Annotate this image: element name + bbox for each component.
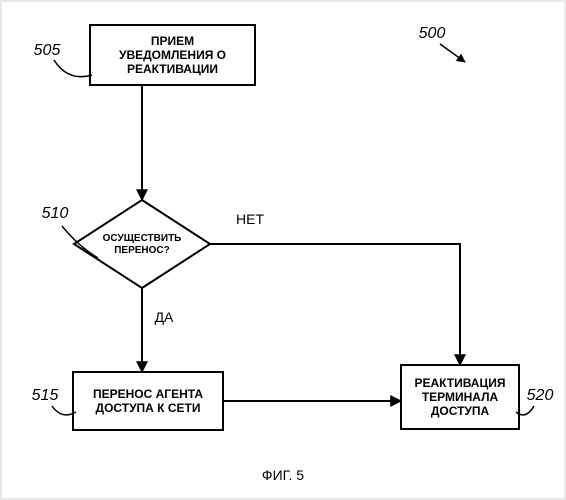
box-text-515-0: ПЕРЕНОС АГЕНТА bbox=[93, 387, 203, 401]
figure-caption: ФИГ. 5 bbox=[262, 467, 304, 483]
box-text-505-1: УВЕДОМЛЕНИЯ О bbox=[119, 48, 226, 62]
ref-label-515: 515 bbox=[32, 387, 59, 404]
box-text-520-0: РЕАКТИВАЦИЯ bbox=[414, 376, 505, 390]
ref-label-500: 500 bbox=[419, 25, 446, 42]
diamond-text-510-0: ОСУЩЕСТВИТЬ bbox=[103, 233, 182, 244]
box-text-505-0: ПРИЕМ bbox=[151, 34, 194, 48]
edge-label-2: НЕТ bbox=[236, 211, 264, 227]
ref-label-520: 520 bbox=[527, 387, 554, 404]
diamond-text-510-1: ПЕРЕНОС? bbox=[114, 245, 170, 256]
box-text-505-2: РЕАКТИВАЦИИ bbox=[127, 62, 218, 76]
ref-label-510: 510 bbox=[42, 205, 69, 222]
box-text-520-2: ДОСТУПА bbox=[431, 404, 490, 418]
box-text-520-1: ТЕРМИНАЛА bbox=[422, 390, 499, 404]
ref-label-505: 505 bbox=[34, 42, 61, 59]
edge-label-1: ДА bbox=[155, 309, 174, 325]
box-text-515-1: ДОСТУПА К СЕТИ bbox=[96, 401, 201, 415]
